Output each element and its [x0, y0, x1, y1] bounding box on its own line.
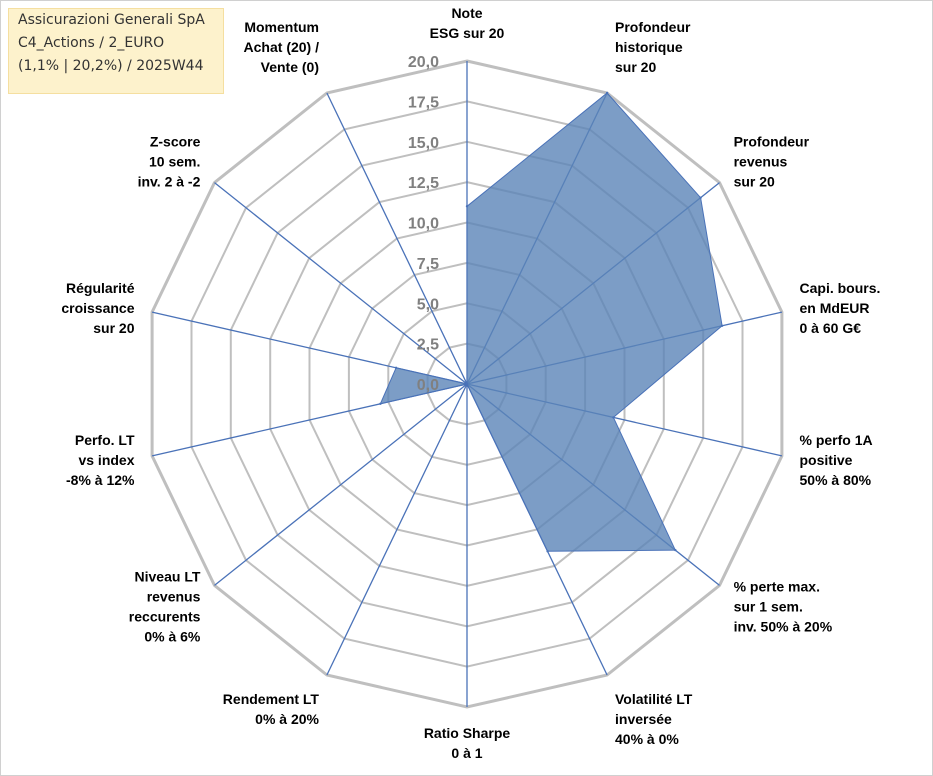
axis-label: Niveau LT revenus reccurents 0% à 6%	[129, 569, 201, 645]
radial-tick-label: 10,0	[408, 216, 439, 233]
axis-label-line: 50% à 80%	[800, 472, 872, 488]
axis-label-line: 0% à 20%	[255, 711, 319, 727]
axis-label: Perfo. LT vs index -8% à 12%	[66, 432, 135, 488]
axis-label-line: sur 20	[93, 320, 134, 336]
data-point	[394, 366, 398, 369]
data-point	[465, 205, 469, 208]
axis-label: Régularité croissance sur 20	[61, 280, 134, 336]
axis-label-line: Z-score	[150, 133, 201, 149]
radial-tick-label: 7,5	[417, 256, 439, 273]
axis-label-line: Rendement LT	[223, 691, 320, 707]
axis-label-line: vs index	[78, 452, 134, 468]
axis-label-line: % perte max.	[734, 579, 820, 595]
axis-label-line: en MdEUR	[800, 300, 870, 316]
axis-label-line: positive	[800, 452, 853, 468]
axis-label-line: Ratio Sharpe	[424, 725, 511, 741]
data-point	[612, 416, 615, 419]
axis-label-line: historique	[615, 39, 683, 55]
radial-tick-label: 2,5	[417, 337, 439, 354]
data-point	[465, 382, 469, 386]
axis-label-line: inv. 50% à 20%	[734, 619, 833, 635]
axis-spoke	[214, 383, 468, 586]
axis-label-line: Note	[451, 5, 482, 21]
axis-label-line: -8% à 12%	[66, 472, 135, 488]
axis-label: % perfo 1A positive 50% à 80%	[800, 432, 873, 488]
axis-label-line: Profondeur	[734, 133, 810, 149]
data-point	[605, 91, 609, 95]
axis-label-line: inv. 2 à -2	[138, 173, 201, 189]
axis-label-line: Régularité	[66, 280, 135, 296]
axis-label: % perte max. sur 1 sem. inv. 50% à 20%	[734, 579, 833, 635]
data-point	[546, 550, 549, 553]
axis-label-line: 40% à 0%	[615, 731, 679, 747]
axis-label-line: Perfo. LT	[75, 432, 135, 448]
axis-label-line: % perfo 1A	[800, 432, 873, 448]
axis-label: Profondeur historique sur 20	[615, 19, 691, 75]
title-line: Assicurazioni Generali SpA	[18, 12, 205, 28]
axis-label-line: 10 sem.	[149, 153, 200, 169]
radial-tick-label: 12,5	[408, 175, 439, 192]
axis-label-line: sur 20	[615, 59, 656, 75]
radial-tick-label: 17,5	[408, 94, 439, 111]
series-area	[379, 92, 723, 552]
axis-labels: Note ESG sur 20 Profondeur historique sur 20…	[61, 5, 880, 761]
axis-label: Profondeur revenus sur 20	[734, 133, 810, 189]
axis-label-line: revenus	[734, 153, 788, 169]
axis-label: Rendement LT 0% à 20%	[223, 691, 320, 727]
radial-tick-label: 20,0	[408, 54, 439, 71]
axis-label-line: sur 1 sem.	[734, 599, 803, 615]
axis-label-line: croissance	[61, 300, 134, 316]
axis-label: Capi. bours. en MdEUR 0 à 60 G€	[800, 280, 881, 336]
axis-label: Z-score 10 sem. inv. 2 à -2	[138, 133, 201, 189]
axis-label-line: ESG sur 20	[430, 25, 505, 41]
axis-label: Volatilité LT inversée 40% à 0%	[615, 691, 693, 747]
chart-title-box: Assicurazioni Generali SpA C4_Actions / …	[8, 8, 224, 94]
axis-label-line: Profondeur	[615, 19, 691, 35]
axis-label: Momentum Achat (20) / Vente (0)	[244, 19, 320, 75]
axis-label-line: Capi. bours.	[800, 280, 881, 296]
data-point	[699, 196, 702, 199]
title-line: C4_Actions / 2_EURO	[18, 35, 165, 51]
axis-label-line: Achat (20) /	[244, 39, 320, 55]
axis-label-line: 0% à 6%	[144, 629, 201, 645]
axis-spoke	[326, 92, 468, 385]
axis-spoke	[214, 182, 468, 385]
axis-label-line: 0 à 1	[451, 745, 482, 761]
data-point	[720, 324, 724, 327]
radial-tick-label: 15,0	[408, 135, 439, 152]
title-line: (1,1% | 20,2%) / 2025W44	[18, 58, 204, 74]
axis-label: Note ESG sur 20	[430, 5, 505, 41]
axis-label-line: sur 20	[734, 173, 775, 189]
axis-label-line: Momentum	[244, 19, 319, 35]
axis-spoke	[326, 383, 468, 676]
radar-series	[379, 91, 724, 553]
axis-label: Ratio Sharpe 0 à 1	[424, 725, 511, 761]
radial-tick-label: 5,0	[417, 296, 439, 313]
data-point	[379, 402, 382, 405]
axis-label-line: reccurents	[129, 609, 201, 625]
axis-label-line: inversée	[615, 711, 672, 727]
axis-label-line: Vente (0)	[261, 59, 319, 75]
radial-tick-label: 0,0	[417, 377, 439, 394]
axis-label-line: 0 à 60 G€	[800, 320, 862, 336]
axis-label-line: revenus	[147, 589, 201, 605]
axis-label-line: Niveau LT	[135, 569, 201, 585]
radial-tick-labels: 0,0 2,5 5,0 7,5 10,0 12,5 15,0 17,5 20,0	[408, 54, 439, 394]
axis-label-line: Volatilité LT	[615, 691, 693, 707]
data-point	[674, 548, 677, 552]
